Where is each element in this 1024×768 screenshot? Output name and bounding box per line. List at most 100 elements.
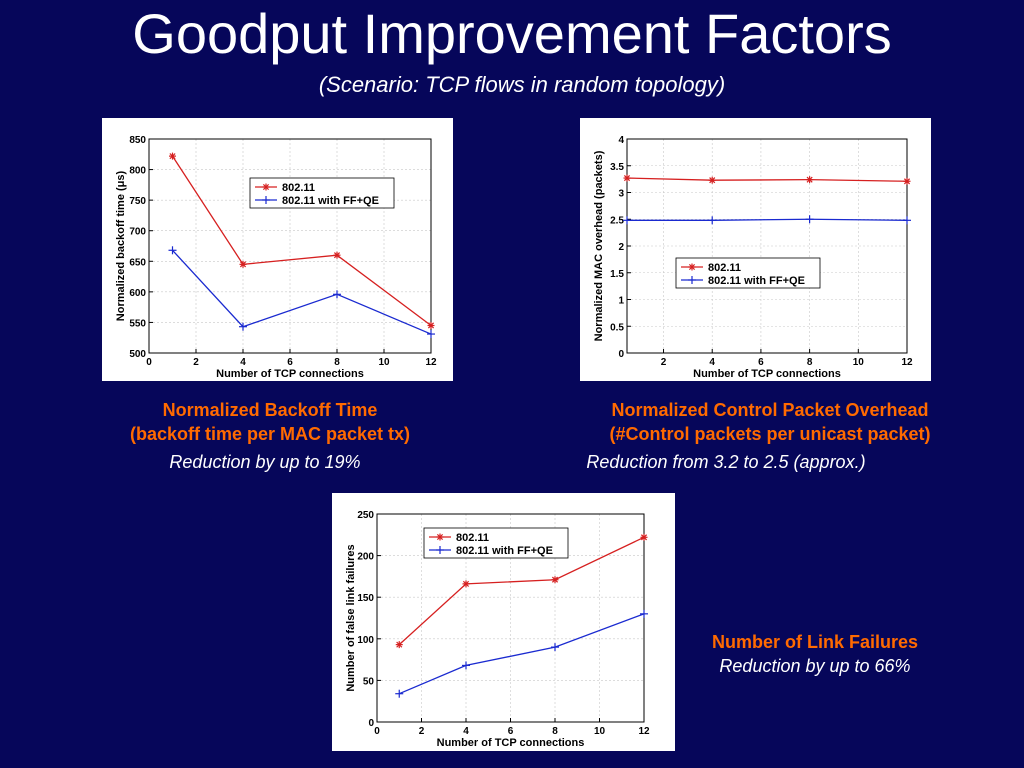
data-point xyxy=(551,643,559,652)
y-tick-label: 550 xyxy=(129,318,146,329)
y-tick-label: 200 xyxy=(357,552,374,563)
y-tick-label: 600 xyxy=(129,288,146,299)
legend-label: 802.11 with FF+QE xyxy=(456,545,553,557)
data-point xyxy=(239,260,247,268)
y-tick-label: 800 xyxy=(129,166,146,177)
x-axis-label: Number of TCP connections xyxy=(437,737,585,749)
control-caption-line2: (#Control packets per unicast packet) xyxy=(609,424,931,444)
legend-marker xyxy=(436,546,444,554)
legend-label: 802.11 with FF+QE xyxy=(282,195,379,207)
y-tick-label: 0 xyxy=(618,349,624,360)
data-point xyxy=(169,152,176,160)
legend-label: 802.11 with FF+QE xyxy=(708,275,805,287)
data-point xyxy=(623,174,631,182)
link-caption: Number of Link Failures xyxy=(690,630,940,654)
y-tick-label: 4 xyxy=(618,135,624,146)
x-tick-label: 2 xyxy=(193,357,199,368)
y-axis-label: Normalized MAC overhead (packets) xyxy=(593,150,605,341)
x-axis-label: Number of TCP connections xyxy=(693,368,841,380)
data-point xyxy=(333,251,341,259)
legend-label: 802.11 xyxy=(282,182,315,194)
y-tick-label: 1.5 xyxy=(610,269,624,280)
data-point xyxy=(427,321,435,329)
backoff-note: Reduction by up to 19% xyxy=(169,452,361,472)
x-tick-label: 10 xyxy=(594,726,606,737)
data-point xyxy=(903,177,911,185)
data-point xyxy=(708,176,716,184)
link-failures-chart: 0 2 4 6 8 10 12 0 50 100 150 200 250 Number of TCP co… xyxy=(345,510,650,749)
data-point xyxy=(427,330,435,339)
legend-label: 802.11 xyxy=(708,262,741,274)
link-caption-line1: Number of Link Failures xyxy=(711,632,919,652)
control-note: Reduction from 3.2 to 2.5 (approx.) xyxy=(586,452,866,472)
data-point xyxy=(708,216,717,225)
y-tick-label: 0.5 xyxy=(610,322,624,333)
series-line xyxy=(627,218,908,221)
backoff-chart-panel: 0 2 4 6 8 10 12 500 550 600 650 700 750 800 850 Number … xyxy=(102,118,453,381)
x-axis-label: Number of TCP connections xyxy=(216,368,364,380)
data-point xyxy=(333,290,341,299)
legend-marker xyxy=(688,263,696,271)
series-ffqe xyxy=(395,609,648,698)
x-tick-label: 2 xyxy=(661,357,667,368)
series-ffqe xyxy=(168,246,435,339)
series-line xyxy=(171,155,432,327)
x-tick-label: 0 xyxy=(374,726,380,737)
y-tick-label: 2 xyxy=(618,242,624,253)
x-tick-label: 12 xyxy=(901,357,913,368)
data-point xyxy=(462,661,470,670)
legend-marker xyxy=(436,533,444,541)
x-tick-label: 8 xyxy=(334,357,340,368)
y-tick-label: 750 xyxy=(129,196,146,207)
y-axis-label: Number of false link failures xyxy=(345,544,357,691)
plot-area xyxy=(149,139,431,353)
x-tick-label: 4 xyxy=(709,357,715,368)
y-tick-label: 150 xyxy=(357,593,374,604)
data-point xyxy=(462,580,470,588)
data-point xyxy=(623,216,631,225)
x-tick-label: 0 xyxy=(146,357,152,368)
x-tick-label: 6 xyxy=(758,357,764,368)
slide-title: Goodput Improvement Factors xyxy=(132,2,892,65)
data-point xyxy=(168,246,177,255)
y-tick-label: 2.5 xyxy=(610,215,624,226)
x-tick-label: 12 xyxy=(638,726,650,737)
control-caption-line1: Normalized Control Packet Overhead xyxy=(611,400,929,420)
backoff-chart: 0 2 4 6 8 10 12 500 550 600 650 700 750 800 850 Number … xyxy=(115,135,437,380)
backoff-caption: Normalized Backoff Time (backoff time pe… xyxy=(90,398,450,446)
link-note: Reduction by up to 66% xyxy=(719,656,911,676)
x-tick-label: 10 xyxy=(853,357,865,368)
legend-label: 802.11 xyxy=(456,532,489,544)
series-ffqe xyxy=(623,215,911,225)
backoff-caption-line2: (backoff time per MAC packet tx) xyxy=(129,424,411,444)
series-80211 xyxy=(623,174,911,185)
series-80211 xyxy=(395,533,648,649)
y-tick-label: 850 xyxy=(129,135,146,146)
x-tick-label: 8 xyxy=(807,357,813,368)
x-tick-label: 6 xyxy=(287,357,293,368)
x-tick-label: 6 xyxy=(508,726,514,737)
data-point xyxy=(640,533,648,541)
data-point xyxy=(239,322,247,331)
data-point xyxy=(805,215,814,224)
series-line xyxy=(626,177,908,182)
slide-subtitle: (Scenario: TCP flows in random topology) xyxy=(318,72,726,97)
y-tick-label: 3 xyxy=(618,189,624,200)
y-tick-label: 250 xyxy=(357,510,374,521)
control-caption: Normalized Control Packet Overhead (#Con… xyxy=(570,398,970,446)
y-tick-label: 650 xyxy=(129,257,146,268)
legend-marker xyxy=(688,276,696,284)
series-80211 xyxy=(169,152,435,329)
legend-marker xyxy=(262,196,270,204)
data-point xyxy=(903,216,911,225)
y-tick-label: 1 xyxy=(618,296,624,307)
data-point xyxy=(640,609,648,618)
y-tick-label: 100 xyxy=(357,635,374,646)
series-line xyxy=(172,249,432,335)
x-tick-label: 4 xyxy=(240,357,246,368)
data-point xyxy=(551,576,559,584)
series-line xyxy=(398,613,645,695)
